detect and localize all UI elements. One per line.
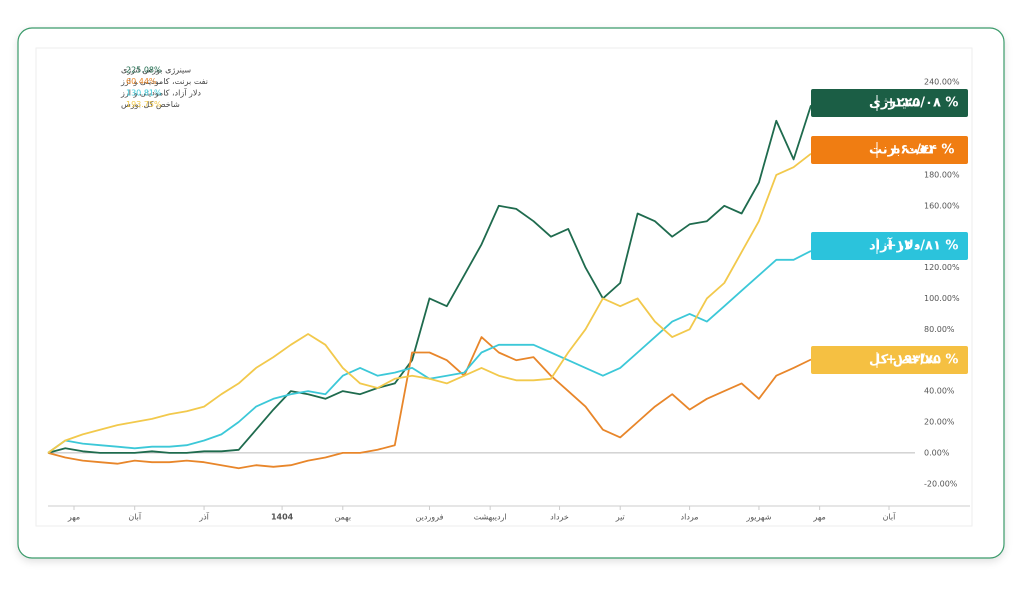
badge-name: سینرژی xyxy=(869,96,920,111)
chart-panel xyxy=(35,47,973,527)
legend-label: دلار آزاد، کامودیتی و ارز xyxy=(120,88,201,98)
y-tick-label: 20.00% xyxy=(924,418,955,427)
badge-name: نفت برنت xyxy=(869,143,933,158)
x-tick-label: شهریور xyxy=(745,513,771,522)
y-tick-label: -20.00% xyxy=(924,479,958,488)
x-tick-label: آبان xyxy=(883,512,897,522)
y-tick-label: 40.00% xyxy=(924,387,955,396)
legend-label: نفت برنت، کامودیتی و ارز xyxy=(120,77,208,86)
x-tick-label: تیر xyxy=(615,513,625,522)
legend-value: 130.81% xyxy=(126,89,162,98)
x-tick-label: فروردین xyxy=(416,513,444,522)
y-tick-label: 180.00% xyxy=(924,170,960,179)
y-tick-label: 0.00% xyxy=(924,448,950,457)
badge-value: +۲۲۵/۰۸ % xyxy=(886,96,959,111)
y-tick-label: 120.00% xyxy=(924,263,960,272)
badge-value: +۱۹۳/۷۵ % xyxy=(886,353,959,368)
badge xyxy=(811,346,968,374)
y-tick-label: 240.00% xyxy=(924,78,960,87)
y-tick-label: 160.00% xyxy=(924,201,960,210)
x-tick-label: بهمن xyxy=(334,513,351,522)
x-tick-label: اردیبهشت xyxy=(474,513,507,522)
series-line xyxy=(47,336,812,470)
legend-label: سینرژی بورس انرژی xyxy=(121,66,191,75)
badge xyxy=(811,232,968,260)
x-tick-label: آبان xyxy=(128,512,142,522)
badge-name: شاخص کل xyxy=(869,353,937,368)
badge-value: +۶۰/۴۴ % xyxy=(890,143,955,158)
x-tick-label: مهر xyxy=(67,513,80,522)
y-tick-label: 100.00% xyxy=(924,294,960,303)
badge-name: دلار آزاد xyxy=(869,237,921,254)
legend-value: 225.08% xyxy=(126,66,162,75)
x-tick-label: مرداد xyxy=(681,513,699,522)
badge xyxy=(811,89,968,117)
series-line xyxy=(47,105,812,454)
badge-value: +۱۳۰/۸۱ % xyxy=(886,239,959,254)
y-tick-label: 80.00% xyxy=(924,325,955,334)
legend-value: 193.75% xyxy=(126,100,162,109)
legend-value: 60.44% xyxy=(126,77,157,86)
legend-label: شاخص کل بورس xyxy=(121,100,180,109)
plot: -20.00%0.00%20.00%40.00%60.00%80.00%100.… xyxy=(47,66,970,522)
x-tick-label: آذر xyxy=(198,512,209,522)
x-tick-label: مهر xyxy=(812,513,825,522)
badge xyxy=(811,136,968,164)
series-line xyxy=(47,152,812,454)
x-tick-label: 1404 xyxy=(271,513,294,522)
x-tick-label: خرداد xyxy=(550,513,569,522)
